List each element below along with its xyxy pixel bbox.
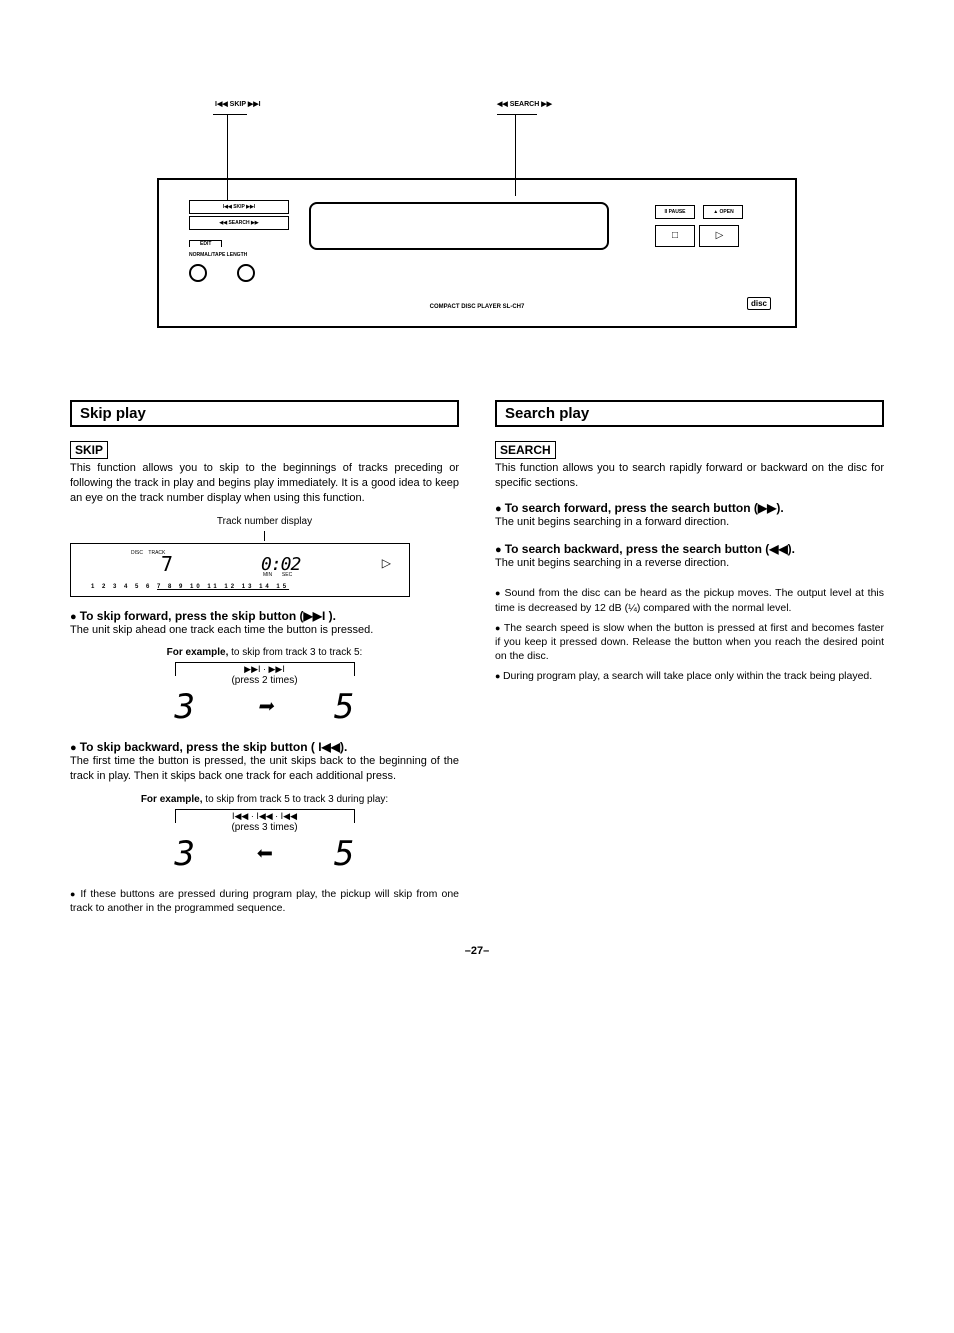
device-diagram: I◀◀ SKIP ▶▶I ◀◀ SEARCH ▶▶ I◀◀ SKIP ▶▶I ◀… (157, 100, 797, 340)
bwd-fig-subcaption: (press 3 times) (150, 822, 380, 833)
track-number-value: 7 (161, 552, 172, 576)
device-outline: I◀◀ SKIP ▶▶I ◀◀ SEARCH ▶▶ EDIT NORMAL/TA… (157, 178, 797, 328)
track-display-label: Track number display (70, 516, 459, 527)
tape-length-label: NORMAL/TAPE LENGTH (189, 252, 299, 258)
knob-right (237, 264, 255, 282)
knob-left (189, 264, 207, 282)
search-note-3: During program play, a search will take … (495, 669, 884, 683)
search-subheading: SEARCH (495, 441, 556, 459)
right-controls: II PAUSE ▲ OPEN □ ▷ (655, 200, 775, 247)
display-window (309, 202, 609, 250)
skip-forward-heading: To skip forward, press the skip button (… (70, 609, 459, 623)
search-backward-heading: To search backward, press the search but… (495, 542, 884, 556)
play-button-label: ▷ (699, 225, 739, 247)
open-button-label: ▲ OPEN (703, 205, 743, 219)
search-intro-text: This function allows you to search rapid… (495, 461, 884, 491)
skip-forward-body: The unit skip ahead one track each time … (70, 623, 459, 638)
bwd-to-digit: 5 (334, 837, 354, 871)
left-controls: I◀◀ SKIP ▶▶I ◀◀ SEARCH ▶▶ EDIT NORMAL/TA… (189, 200, 299, 287)
search-note-2: The search speed is slow when the button… (495, 621, 884, 664)
skip-backward-heading: To skip backward, press the skip button … (70, 740, 459, 754)
skip-intro-text: This function allows you to skip to the … (70, 461, 459, 506)
right-arrow-icon: ➡ (256, 693, 273, 721)
fwd-fig-caption: ▶▶I · ▶▶I (150, 664, 380, 675)
callout-skip: I◀◀ SKIP ▶▶I (215, 100, 261, 108)
track-number-display: DISC TRACK 7 0:02 MIN SEC ▷ 1 2 3 4 5 6 … (70, 543, 410, 597)
skip-fwd-example: For example, to skip from track 3 to tra… (70, 647, 459, 658)
skip-play-heading: Skip play (70, 400, 459, 427)
search-note-1: Sound from the disc can be heard as the … (495, 586, 884, 614)
stop-button-label: □ (655, 225, 695, 247)
min-label: MIN (263, 572, 272, 578)
skip-buttons-row: I◀◀ SKIP ▶▶I (189, 200, 289, 214)
fwd-to-digit: 5 (334, 690, 354, 724)
search-play-section: Search play SEARCH This function allows … (495, 400, 884, 915)
skip-play-section: Skip play SKIP This function allows you … (70, 400, 459, 915)
callout-search: ◀◀ SEARCH ▶▶ (497, 100, 552, 108)
search-play-heading: Search play (495, 400, 884, 427)
page-number: –27– (70, 945, 884, 957)
bwd-fig-caption: I◀◀ · I◀◀ · I◀◀ (150, 811, 380, 822)
track-index-list: 1 2 3 4 5 6 7 8 9 10 11 12 13 14 15 (91, 584, 289, 590)
skip-bwd-example: For example, to skip from track 5 to tra… (70, 794, 459, 805)
skip-fwd-figure: ▶▶I · ▶▶I (press 2 times) 3 ➡ 5 (150, 662, 380, 730)
pause-button-label: II PAUSE (655, 205, 695, 219)
search-backward-body: The unit begins searching in a reverse d… (495, 556, 884, 571)
skip-backward-body: The first time the button is pressed, th… (70, 754, 459, 784)
left-arrow-icon: ⬅ (256, 840, 273, 868)
search-forward-heading: To search forward, press the search butt… (495, 501, 884, 515)
disc-label: DISC (131, 550, 143, 556)
display-play-icon: ▷ (382, 556, 391, 570)
search-forward-body: The unit begins searching in a forward d… (495, 515, 884, 530)
edit-label: EDIT (189, 240, 222, 247)
skip-program-note: If these buttons are pressed during prog… (70, 887, 459, 915)
cd-logo: disc (747, 297, 771, 310)
skip-subheading: SKIP (70, 441, 108, 459)
fwd-fig-subcaption: (press 2 times) (150, 675, 380, 686)
fwd-from-digit: 3 (175, 690, 195, 724)
bwd-from-digit: 3 (175, 837, 195, 871)
skip-bwd-figure: I◀◀ · I◀◀ · I◀◀ (press 3 times) 3 ⬅ 5 (150, 809, 380, 877)
device-model-label: COMPACT DISC PLAYER SL-CH7 (430, 304, 525, 310)
search-buttons-row: ◀◀ SEARCH ▶▶ (189, 216, 289, 230)
sec-label: SEC (282, 572, 292, 578)
